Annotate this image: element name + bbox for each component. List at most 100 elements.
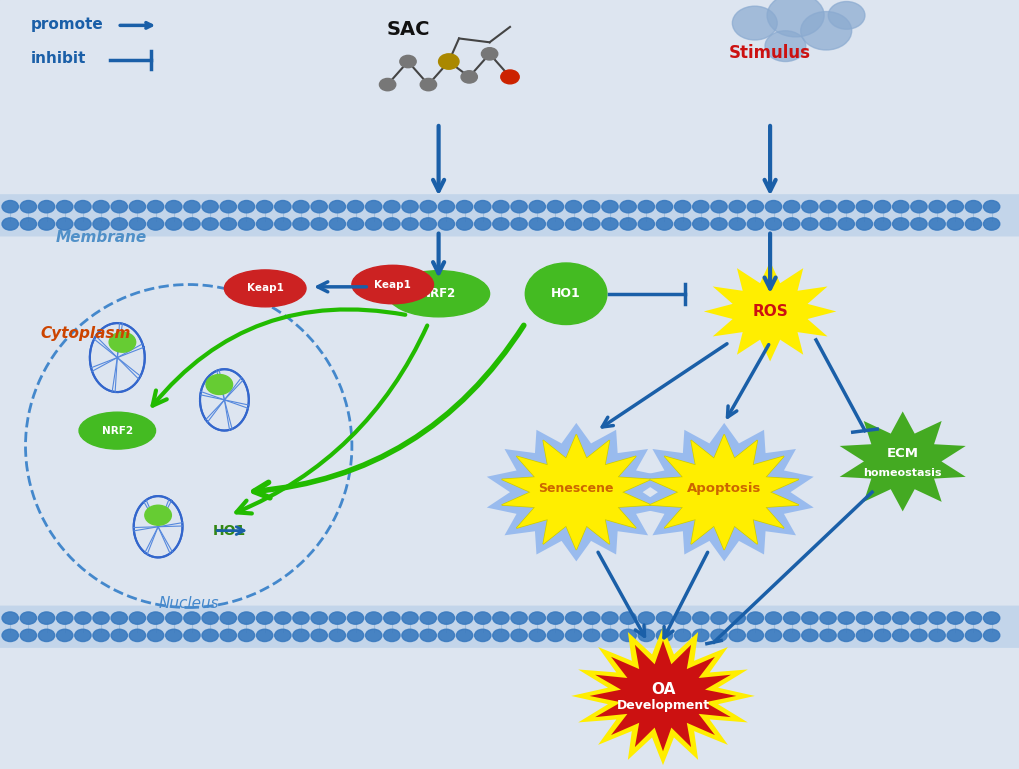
Circle shape [292,629,309,641]
Circle shape [56,218,72,230]
Circle shape [347,629,364,641]
Text: NRF2: NRF2 [102,425,132,436]
Circle shape [109,332,136,352]
Circle shape [638,201,654,213]
Circle shape [165,201,181,213]
Polygon shape [634,423,813,561]
Circle shape [274,218,290,230]
Circle shape [74,218,91,230]
Circle shape [311,218,327,230]
Circle shape [329,218,345,230]
Circle shape [529,201,545,213]
Circle shape [928,218,945,230]
Circle shape [111,629,127,641]
Circle shape [764,31,805,62]
Circle shape [655,612,672,624]
Circle shape [583,218,599,230]
Circle shape [892,201,908,213]
Circle shape [148,201,164,213]
Circle shape [311,201,327,213]
Circle shape [819,629,836,641]
Circle shape [838,201,854,213]
Circle shape [202,201,218,213]
FancyBboxPatch shape [0,606,1019,647]
Circle shape [583,629,599,641]
Circle shape [692,218,708,230]
Circle shape [511,218,527,230]
Circle shape [474,218,490,230]
Circle shape [129,218,146,230]
Circle shape [982,629,999,641]
Circle shape [383,218,399,230]
Circle shape [20,612,37,624]
Circle shape [20,218,37,230]
Circle shape [800,12,851,50]
Circle shape [838,629,854,641]
Circle shape [583,201,599,213]
Circle shape [500,70,519,84]
Circle shape [729,218,745,230]
Circle shape [347,201,364,213]
Circle shape [74,201,91,213]
Circle shape [565,201,581,213]
Circle shape [947,612,963,624]
Circle shape [401,629,418,641]
Circle shape [620,629,636,641]
Circle shape [20,629,37,641]
Circle shape [783,612,799,624]
Ellipse shape [352,265,433,304]
Circle shape [56,201,72,213]
Circle shape [438,612,454,624]
Circle shape [873,201,890,213]
Circle shape [729,201,745,213]
Circle shape [601,612,618,624]
Circle shape [183,218,200,230]
Circle shape [220,218,236,230]
Text: SAC: SAC [386,19,429,38]
Circle shape [401,218,418,230]
Circle shape [347,218,364,230]
Circle shape [202,629,218,641]
Circle shape [747,612,763,624]
Circle shape [2,629,18,641]
Circle shape [710,629,727,641]
Text: Apoptosis: Apoptosis [687,482,760,494]
Circle shape [474,629,490,641]
Circle shape [710,201,727,213]
Circle shape [732,6,776,40]
Circle shape [365,612,381,624]
Circle shape [455,218,472,230]
Circle shape [111,201,127,213]
FancyArrowPatch shape [254,325,524,498]
Circle shape [928,201,945,213]
Circle shape [928,629,945,641]
Text: HO1: HO1 [550,288,581,300]
Circle shape [892,612,908,624]
Circle shape [511,629,527,641]
Circle shape [819,218,836,230]
Circle shape [20,201,37,213]
Circle shape [2,218,18,230]
Circle shape [39,218,55,230]
FancyArrowPatch shape [153,309,405,405]
Circle shape [565,218,581,230]
Circle shape [827,2,864,29]
Text: Senescene: Senescene [538,482,613,494]
Circle shape [783,629,799,641]
Circle shape [129,612,146,624]
Circle shape [674,218,690,230]
Circle shape [202,218,218,230]
Circle shape [947,201,963,213]
Circle shape [801,201,817,213]
Circle shape [274,629,290,641]
Circle shape [601,629,618,641]
Circle shape [638,612,654,624]
Circle shape [638,629,654,641]
Circle shape [148,629,164,641]
Circle shape [964,218,980,230]
Circle shape [420,629,436,641]
Ellipse shape [387,271,489,317]
Circle shape [964,629,980,641]
Circle shape [674,612,690,624]
Circle shape [620,218,636,230]
